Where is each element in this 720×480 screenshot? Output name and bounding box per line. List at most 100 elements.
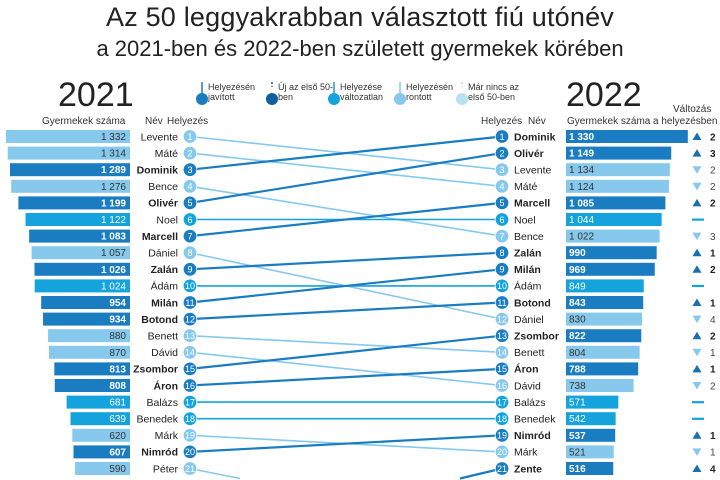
left-count-label: 1 289 <box>101 165 126 176</box>
right-count-bar <box>566 462 614 475</box>
left-name-label: Ádám <box>151 280 179 293</box>
left-rank-dot <box>182 262 198 277</box>
right-count-bar <box>566 146 672 160</box>
legend-dropped-text: Már nincs az első 50-ben <box>468 82 520 102</box>
right-name-label: Benedek <box>514 414 556 426</box>
left-count-bar <box>43 312 130 326</box>
right-rank-number: 5 <box>499 198 504 208</box>
left-count-label: 1 332 <box>101 132 126 143</box>
left-count-label: 681 <box>109 398 126 409</box>
change-value: 3 <box>710 232 716 243</box>
left-rank-number: 19 <box>185 431 195 441</box>
rank-connector <box>189 152 503 204</box>
right-rank-dot <box>494 245 510 260</box>
change-value: 1 <box>710 249 716 260</box>
right-rank-dot <box>494 345 510 360</box>
right-name-label: Milán <box>514 264 541 276</box>
right-rank-dot <box>494 179 510 194</box>
right-rank-number: 8 <box>499 248 504 258</box>
left-name-label: Balázs <box>146 397 178 409</box>
legend-new-text: Új az első 50-ben <box>278 82 334 102</box>
change-value: 1 <box>710 431 716 442</box>
right-count-bar <box>566 428 616 442</box>
right-name-label: Zente <box>514 463 542 475</box>
right-rank-header: Helyezés <box>481 116 523 127</box>
right-rank-dot <box>494 328 510 343</box>
change-up-icon <box>692 265 702 273</box>
right-count-label: 738 <box>569 381 586 392</box>
left-rank-dot <box>182 411 198 426</box>
rank-connector <box>189 185 503 237</box>
left-rank-number: 12 <box>185 314 195 324</box>
left-count-label: 808 <box>109 381 126 392</box>
left-count-bar <box>72 428 130 442</box>
chart-subtitle: a 2021-ben és 2022-ben született gyermek… <box>96 36 624 61</box>
left-name-label: Olivér <box>148 198 178 210</box>
left-rank-number: 5 <box>187 198 192 208</box>
change-header-line2: a helyezésben <box>653 116 718 127</box>
left-count-bar <box>41 296 130 309</box>
right-name-label: Benett <box>514 347 544 359</box>
left-name-label: Levente <box>141 131 179 143</box>
left-count-label: 1 057 <box>101 248 126 259</box>
right-rank-dot <box>494 311 510 327</box>
left-count-label: 954 <box>109 298 126 309</box>
left-rank-number: 11 <box>185 298 194 308</box>
right-count-label: 969 <box>569 265 586 276</box>
change-up-icon <box>692 331 702 340</box>
right-rank-dot <box>494 444 510 460</box>
left-rank-dot <box>182 378 198 393</box>
right-rank-number: 12 <box>497 314 507 324</box>
left-count-label: 639 <box>109 414 126 425</box>
right-name-label: Botond <box>514 297 551 309</box>
left-name-label: Áron <box>154 379 179 392</box>
right-count-bar <box>566 246 657 260</box>
rank-connector <box>189 367 503 387</box>
right-rank-dot <box>494 295 510 310</box>
right-rank-number: 1 <box>499 132 504 142</box>
left-rank-number: 4 <box>187 182 192 192</box>
change-value: 2 <box>710 332 716 343</box>
right-count-label: 822 <box>569 331 586 342</box>
change-down-icon <box>692 448 702 456</box>
right-name-label: Bence <box>514 231 544 243</box>
right-count-bar <box>566 179 669 193</box>
legend-worse-text: Helyezésén rontott <box>406 82 454 102</box>
right-count-bar <box>566 262 655 276</box>
left-name-label: Máté <box>155 148 179 160</box>
right-count-bar <box>566 445 614 459</box>
change-down-icon <box>692 382 702 390</box>
left-rank-dot <box>182 228 198 244</box>
left-rank-number: 14 <box>185 348 195 358</box>
left-name-label: Dávid <box>151 347 178 359</box>
left-count-label: 620 <box>109 431 126 442</box>
change-up-icon <box>692 149 702 157</box>
right-count-label: 1 330 <box>569 132 594 143</box>
left-count-bar <box>49 345 130 359</box>
left-rank-dot <box>182 311 198 327</box>
left-rank-number: 7 <box>187 231 192 241</box>
left-name-label: Nimród <box>141 447 178 459</box>
left-count-bar <box>11 179 131 193</box>
left-name-label: Dániel <box>148 248 178 260</box>
right-name-label: Nimród <box>514 430 551 442</box>
no-change-dash <box>692 284 704 288</box>
right-count-label: 990 <box>569 248 586 259</box>
change-value: 4 <box>710 464 716 475</box>
change-value: 2 <box>710 381 716 392</box>
right-rank-number: 19 <box>497 431 507 441</box>
left-name-label: Bence <box>148 181 178 193</box>
right-rank-number: 17 <box>497 397 507 407</box>
left-rank-header: Helyezés <box>167 116 209 127</box>
right-count-label: 849 <box>569 281 586 292</box>
left-count-label: 1 199 <box>101 198 126 209</box>
left-count-bar <box>31 246 130 260</box>
right-rank-dot <box>494 129 510 144</box>
no-change-dash <box>692 218 704 221</box>
left-count-bar <box>66 395 130 409</box>
left-count-header: Gyermekek száma <box>42 116 126 127</box>
legend-same-text: Helyezése változatlan <box>340 82 384 102</box>
right-name-label: Ádám <box>514 280 542 293</box>
left-count-bar <box>34 279 131 293</box>
legend-same-marker <box>328 82 340 105</box>
